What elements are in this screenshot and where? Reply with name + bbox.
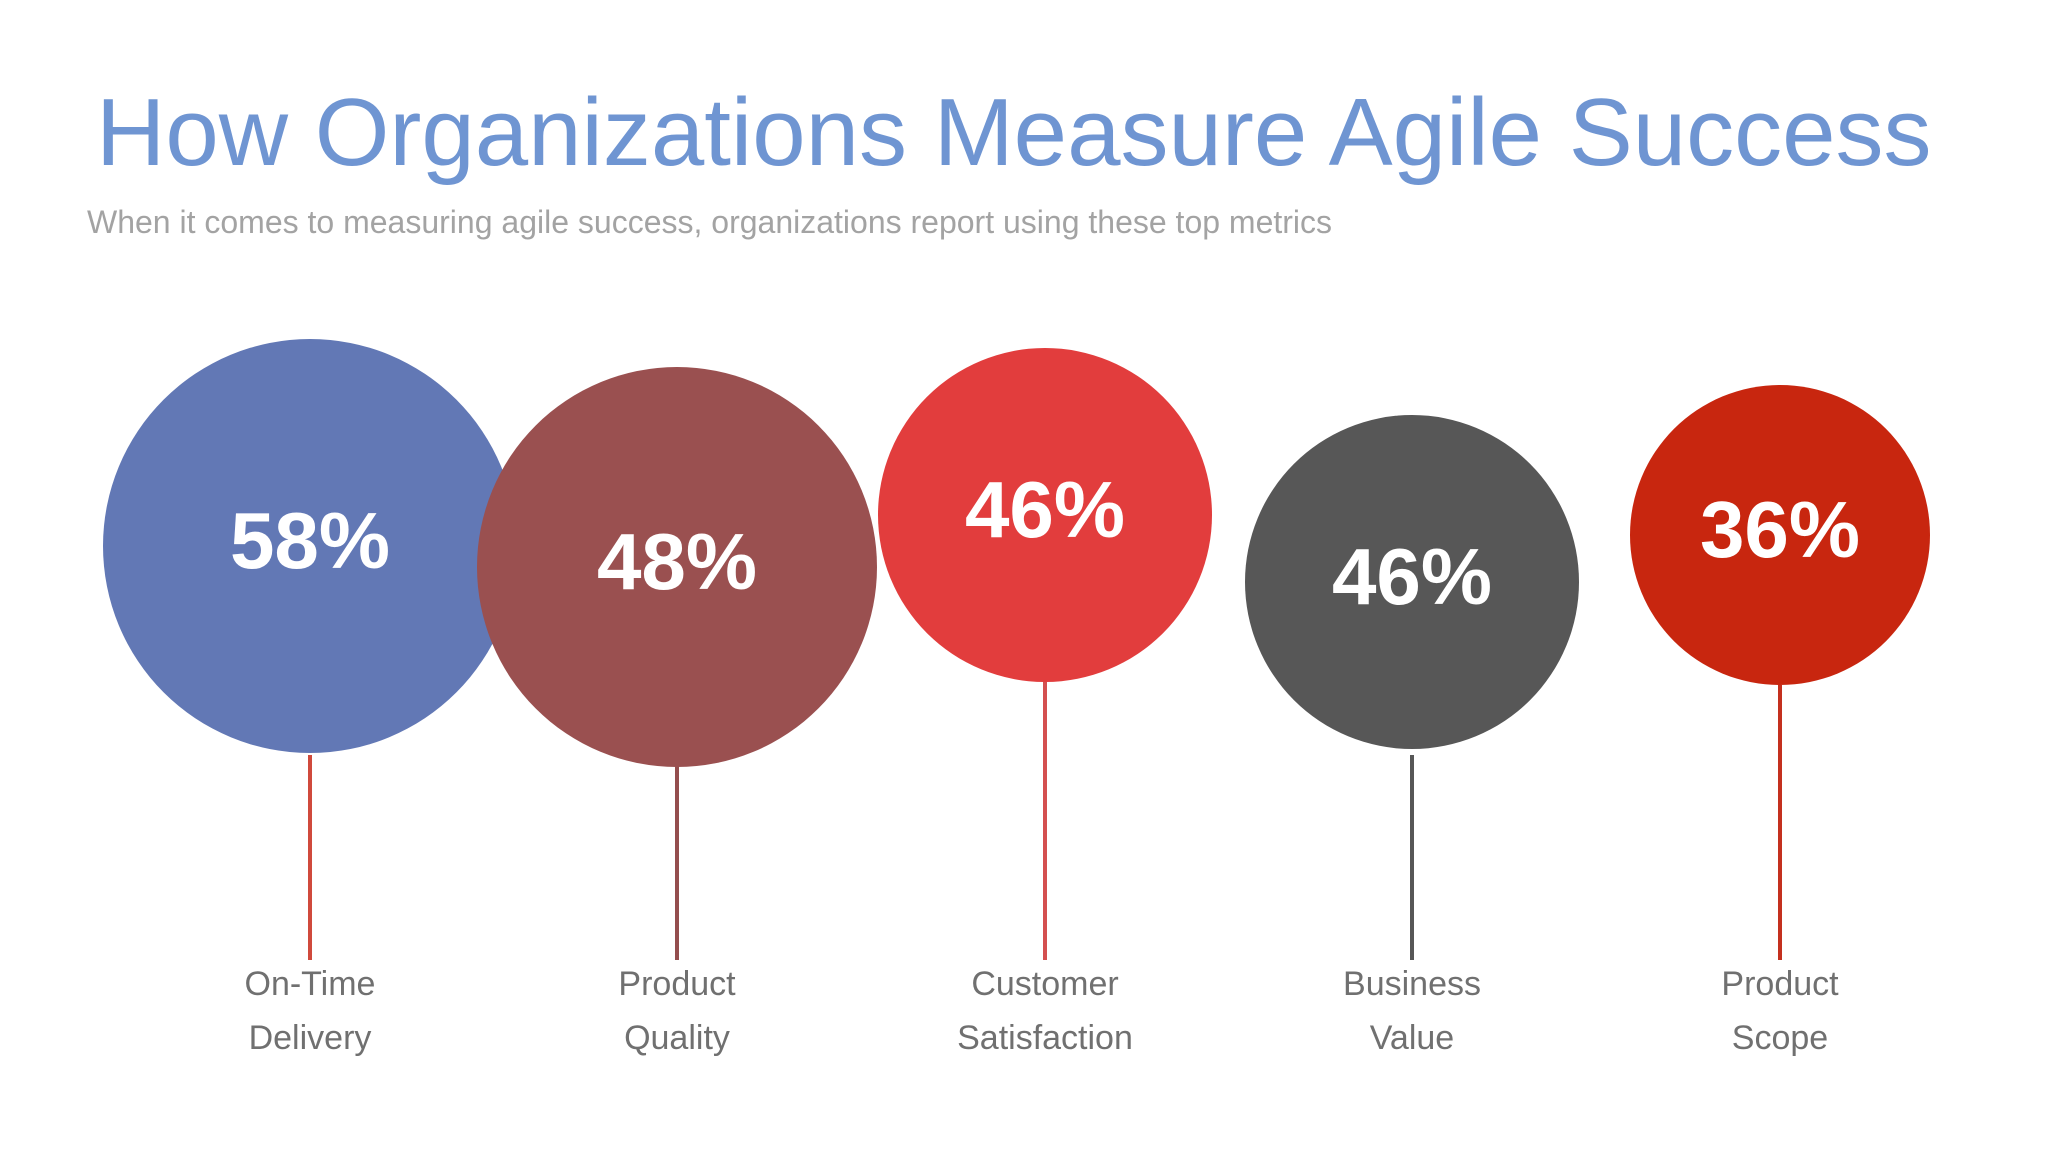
bubble-circle (1245, 415, 1579, 749)
bubble-value-label: 46% (965, 465, 1125, 554)
bubble-circle (1630, 385, 1930, 685)
bubble-circle (878, 348, 1212, 682)
category-label-line2: Scope (1732, 1019, 1828, 1057)
category-label-line1: Product (1721, 965, 1839, 1003)
chart-subtitle: When it comes to measuring agile success… (87, 204, 1333, 240)
category-label-line2: Quality (624, 1019, 730, 1057)
bubble-value-label: 36% (1700, 485, 1860, 574)
bubble-item: 46% Customer Satisfaction (878, 348, 1212, 1057)
category-label-line1: Customer (971, 965, 1118, 1003)
bubble-circle (103, 339, 517, 753)
category-label-line1: Business (1343, 965, 1481, 1003)
category-label-line1: On-Time (245, 965, 376, 1003)
category-label-line2: Satisfaction (957, 1019, 1133, 1057)
bubble-value-label: 48% (597, 517, 757, 606)
bubble-item: 46% Business Value (1245, 415, 1579, 1057)
chart-title: How Organizations Measure Agile Success (96, 79, 1932, 186)
category-label-line2: Value (1370, 1019, 1454, 1057)
bubble-item: 36% Product Scope (1630, 385, 1930, 1057)
bubble-value-label: 46% (1332, 532, 1492, 621)
bubble-value-label: 58% (230, 496, 390, 585)
bubble-item: 48% Product Quality (477, 367, 877, 1057)
bubble-circle (477, 367, 877, 767)
category-label-line2: Delivery (249, 1019, 372, 1057)
bubble-item: 58% On-Time Delivery (103, 339, 517, 1057)
category-label-line1: Product (618, 965, 736, 1003)
